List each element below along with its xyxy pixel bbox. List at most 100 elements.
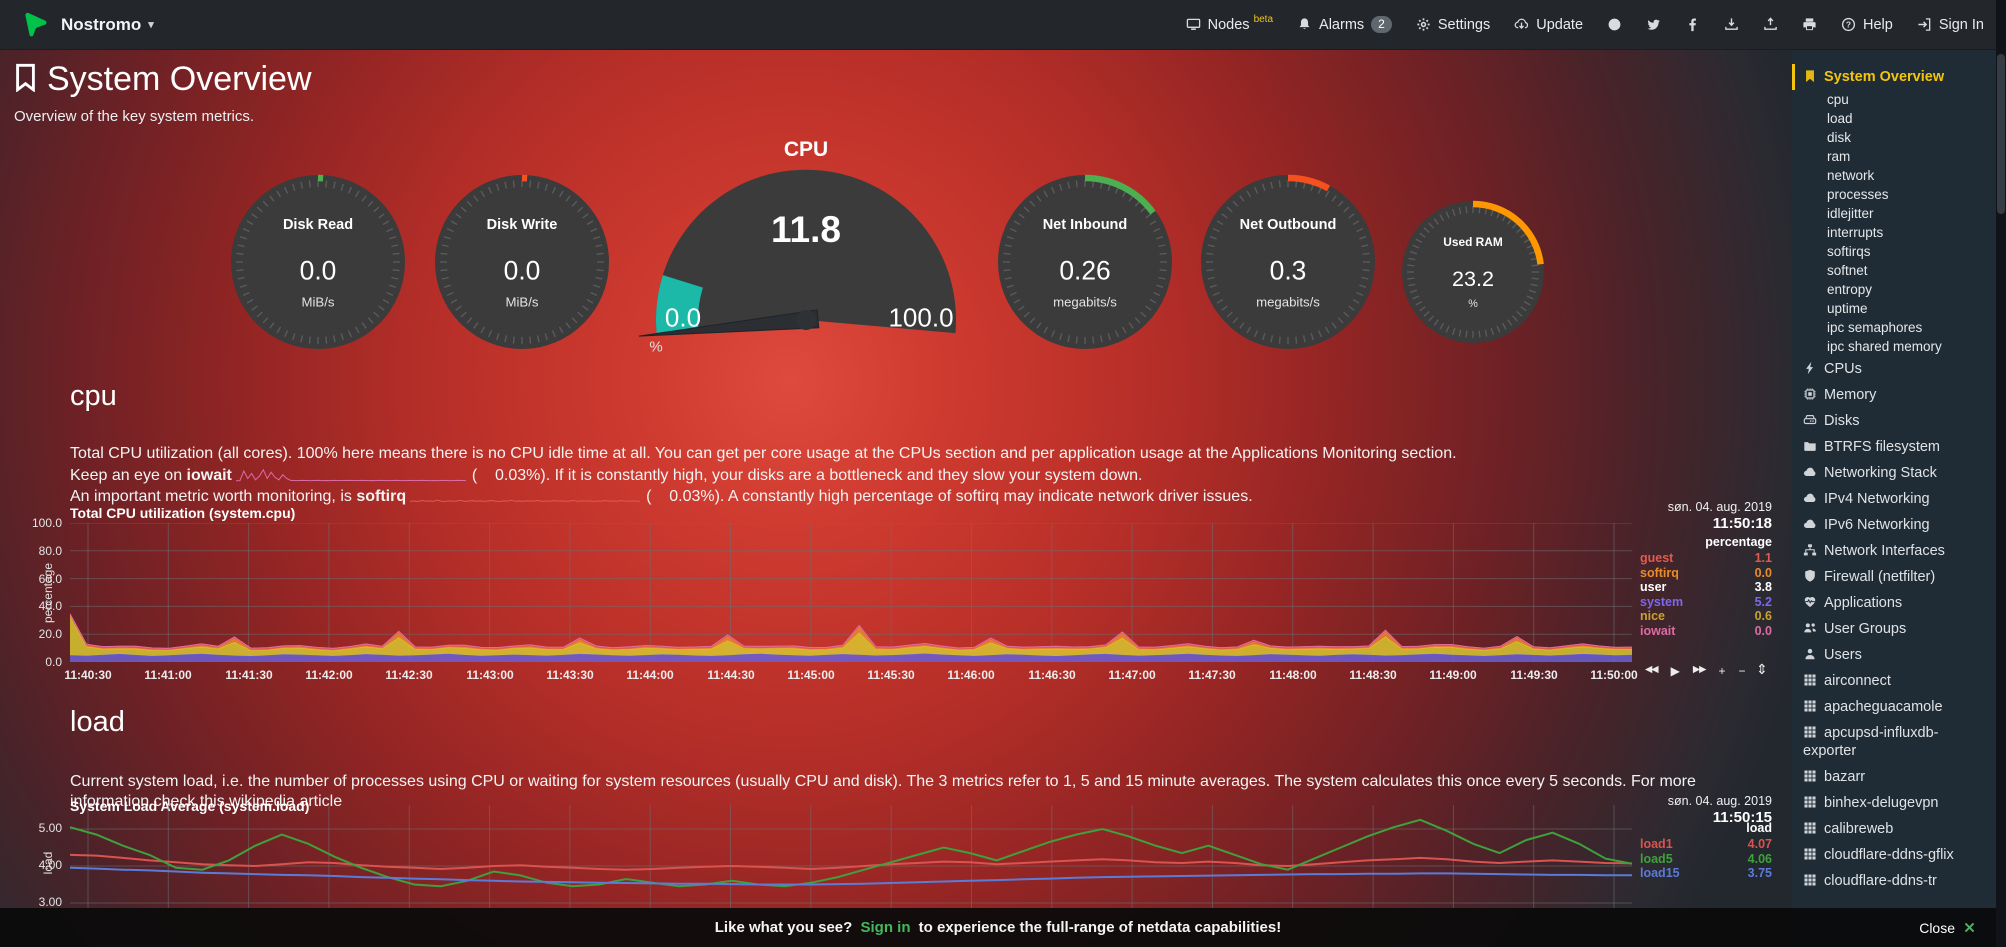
node-selector[interactable]: Nostromo ▾ (61, 15, 154, 35)
x-tick-label: 11:43:00 (466, 668, 514, 682)
sidebar-item-users[interactable]: Users (1792, 642, 1996, 668)
gauge-used-ram[interactable]: Used RAM 23.2 % (1401, 200, 1545, 344)
nav-export-icon-button[interactable] (1724, 17, 1739, 32)
sidebar-item-apcupsd-influxdb-exporter[interactable]: apcupsd-influxdb-exporter (1803, 725, 1939, 759)
gauge-cpu-min: 0.0 (664, 302, 702, 333)
gauge-net-outbound[interactable]: Net Outbound 0.3 megabits/s (1200, 174, 1376, 350)
legend-item-guest[interactable]: guest 1.1 (1640, 551, 1772, 566)
sidebar-item-user-groups[interactable]: User Groups (1792, 616, 1996, 642)
legend-item-load1[interactable]: load1 4.07 (1640, 837, 1772, 852)
nav-import-icon-button[interactable] (1763, 17, 1778, 32)
sidebar-item-firewall-netfilter[interactable]: Firewall (netfilter) (1792, 564, 1996, 590)
gauge-cpu-title: CPU (783, 138, 829, 161)
sidebar-item-memory[interactable]: Memory (1792, 382, 1996, 408)
chip-icon (1804, 388, 1816, 400)
sidebar-item-network-interfaces[interactable]: Network Interfaces (1792, 538, 1996, 564)
cloud-icon (1803, 493, 1816, 502)
y-tick-label: 4.00 (38, 858, 62, 872)
sidebar-subitem-ipc-shared-memory[interactable]: ipc shared memory (1827, 338, 1942, 354)
sidebar-item-airconnect[interactable]: airconnect (1792, 668, 1996, 694)
sparkline-iowait[interactable] (235, 467, 468, 482)
nav-twitter-icon-button[interactable] (1646, 17, 1661, 32)
legend-item-softirq[interactable]: softirq 0.0 (1640, 565, 1772, 580)
nav-settings-button[interactable]: Settings (1416, 17, 1490, 33)
nav-sign-in-button[interactable]: Sign In (1917, 17, 1984, 33)
legend-item-system[interactable]: system 5.2 (1640, 594, 1772, 609)
sidebar-subitem-cpu[interactable]: cpu (1827, 91, 1849, 107)
nav-help-button[interactable]: ? Help (1841, 17, 1893, 33)
sidebar-item-cloudflare-ddns-gflix[interactable]: cloudflare-ddns-gflix (1792, 842, 1996, 868)
sidebar-subitem-disk[interactable]: disk (1827, 129, 1852, 145)
sign-in-link[interactable]: Sign in (860, 919, 911, 936)
legend-item-load15[interactable]: load15 3.75 (1640, 866, 1772, 881)
load-chart-title: System Load Average (system.load) (70, 798, 310, 814)
scrollbar-thumb[interactable] (1997, 54, 2005, 214)
sidebar-subitem-softnet[interactable]: softnet (1827, 262, 1868, 278)
nav-alarms-button[interactable]: Alarms 2 (1297, 16, 1392, 33)
nav-facebook-icon-button[interactable] (1685, 17, 1700, 32)
alarms-count-badge: 2 (1371, 16, 1392, 33)
y-tick-label: 80.0 (38, 544, 62, 558)
close-icon (1963, 921, 1976, 934)
gauge-disk-write[interactable]: Disk Write 0.0 MiB/s (434, 174, 610, 350)
chart-pan-backward-button[interactable]: ◀◀ (1645, 664, 1659, 675)
chart-zoom-in-button[interactable]: + (1718, 664, 1726, 678)
gauge-net-inbound[interactable]: Net Inbound 0.26 megabits/s (997, 174, 1173, 350)
grid-icon (1804, 822, 1816, 834)
sidebar-subitem-network[interactable]: network (1827, 167, 1875, 183)
cpu-note-softirq: An important metric worth monitoring, is… (70, 488, 1253, 505)
sidebar-item-system-overview[interactable]: System Overview (1792, 64, 1996, 90)
sidebar-subitem-softirqs[interactable]: softirqs (1827, 243, 1871, 259)
nav-github-icon-button[interactable] (1607, 17, 1622, 32)
sidebar-subitem-processes[interactable]: processes (1827, 186, 1889, 202)
sidebar-subitem-uptime[interactable]: uptime (1827, 300, 1868, 316)
legend-item-nice[interactable]: nice 0.6 (1640, 609, 1772, 624)
load-chart-canvas[interactable] (70, 805, 1632, 908)
sections-sidebar: System Overview cpu load disk ram network proc… (1792, 50, 1996, 947)
sidebar-subitem-idlejitter[interactable]: idlejitter (1827, 205, 1874, 221)
chart-zoom-out-button[interactable]: − (1738, 664, 1746, 678)
legend-item-load5[interactable]: load5 4.06 (1640, 851, 1772, 866)
sidebar-item-cloudflare-ddns-tr[interactable]: cloudflare-ddns-tr (1792, 868, 1996, 894)
chart-play-button[interactable]: ▶ (1670, 664, 1680, 678)
gauge-disk-read[interactable]: Disk Read 0.0 MiB/s (230, 174, 406, 350)
sidebar-item-ipv4-networking[interactable]: IPv4 Networking (1792, 486, 1996, 512)
sidebar-item-btrfs-filesystem[interactable]: BTRFS filesystem (1792, 434, 1996, 460)
cpu-chart-resize-handle[interactable]: ⇕ (1756, 661, 1768, 677)
sidebar-item-networking-stack[interactable]: Networking Stack (1792, 460, 1996, 486)
sidebar-item-disks[interactable]: Disks (1792, 408, 1996, 434)
cpu-chart-canvas[interactable] (70, 523, 1632, 662)
sidebar-item-apacheguacamole[interactable]: apacheguacamole (1792, 694, 1996, 720)
cloud-icon (1803, 467, 1816, 476)
grid-icon (1804, 770, 1816, 782)
cpu-chart-toolbar: ◀◀ ▶ ▶▶ + − (1645, 664, 1746, 678)
sidebar-item-bazarr[interactable]: bazarr (1792, 764, 1996, 790)
x-tick-label: 11:42:30 (385, 668, 433, 682)
chevron-down-icon: ▾ (148, 19, 154, 31)
close-banner-button[interactable]: Close (1919, 908, 1976, 947)
sidebar-subitem-ipc-semaphores[interactable]: ipc semaphores (1827, 319, 1923, 335)
legend-item-iowait[interactable]: iowait 0.0 (1640, 623, 1772, 638)
nav-update-button[interactable]: Update (1514, 17, 1583, 33)
sidebar-subitem-load[interactable]: load (1827, 110, 1853, 126)
nav-nodes-button[interactable]: Nodes beta (1186, 14, 1273, 33)
sidebar-subitem-entropy[interactable]: entropy (1827, 281, 1873, 297)
sparkline-softirq[interactable] (410, 488, 642, 503)
sidebar-item-cpus[interactable]: CPUs (1792, 356, 1996, 382)
legend-item-user[interactable]: user 3.8 (1640, 580, 1772, 595)
nav-print-icon-button[interactable] (1802, 17, 1817, 32)
sidebar-item-applications[interactable]: Applications (1792, 590, 1996, 616)
sidebar-item-ipv6-networking[interactable]: IPv6 Networking (1792, 512, 1996, 538)
x-tick-label: 11:43:30 (546, 668, 594, 682)
gauge-cpu-max: 100.0 (888, 302, 954, 333)
sidebar-item-calibreweb[interactable]: calibreweb (1792, 816, 1996, 842)
sidebar-subitem-interrupts[interactable]: interrupts (1827, 224, 1884, 240)
gauge-cpu-units: % (649, 338, 663, 356)
chart-pan-forward-button[interactable]: ▶▶ (1692, 664, 1707, 675)
sidebar-item-binhex-delugevpn[interactable]: binhex-delugevpn (1792, 790, 1996, 816)
twitter-icon (1647, 19, 1660, 30)
netdata-logo-icon[interactable] (22, 11, 49, 38)
sidebar-subitem-ram[interactable]: ram (1827, 148, 1851, 164)
gauge-cpu[interactable] (636, 110, 976, 350)
page-scrollbar[interactable] (1996, 0, 2006, 947)
